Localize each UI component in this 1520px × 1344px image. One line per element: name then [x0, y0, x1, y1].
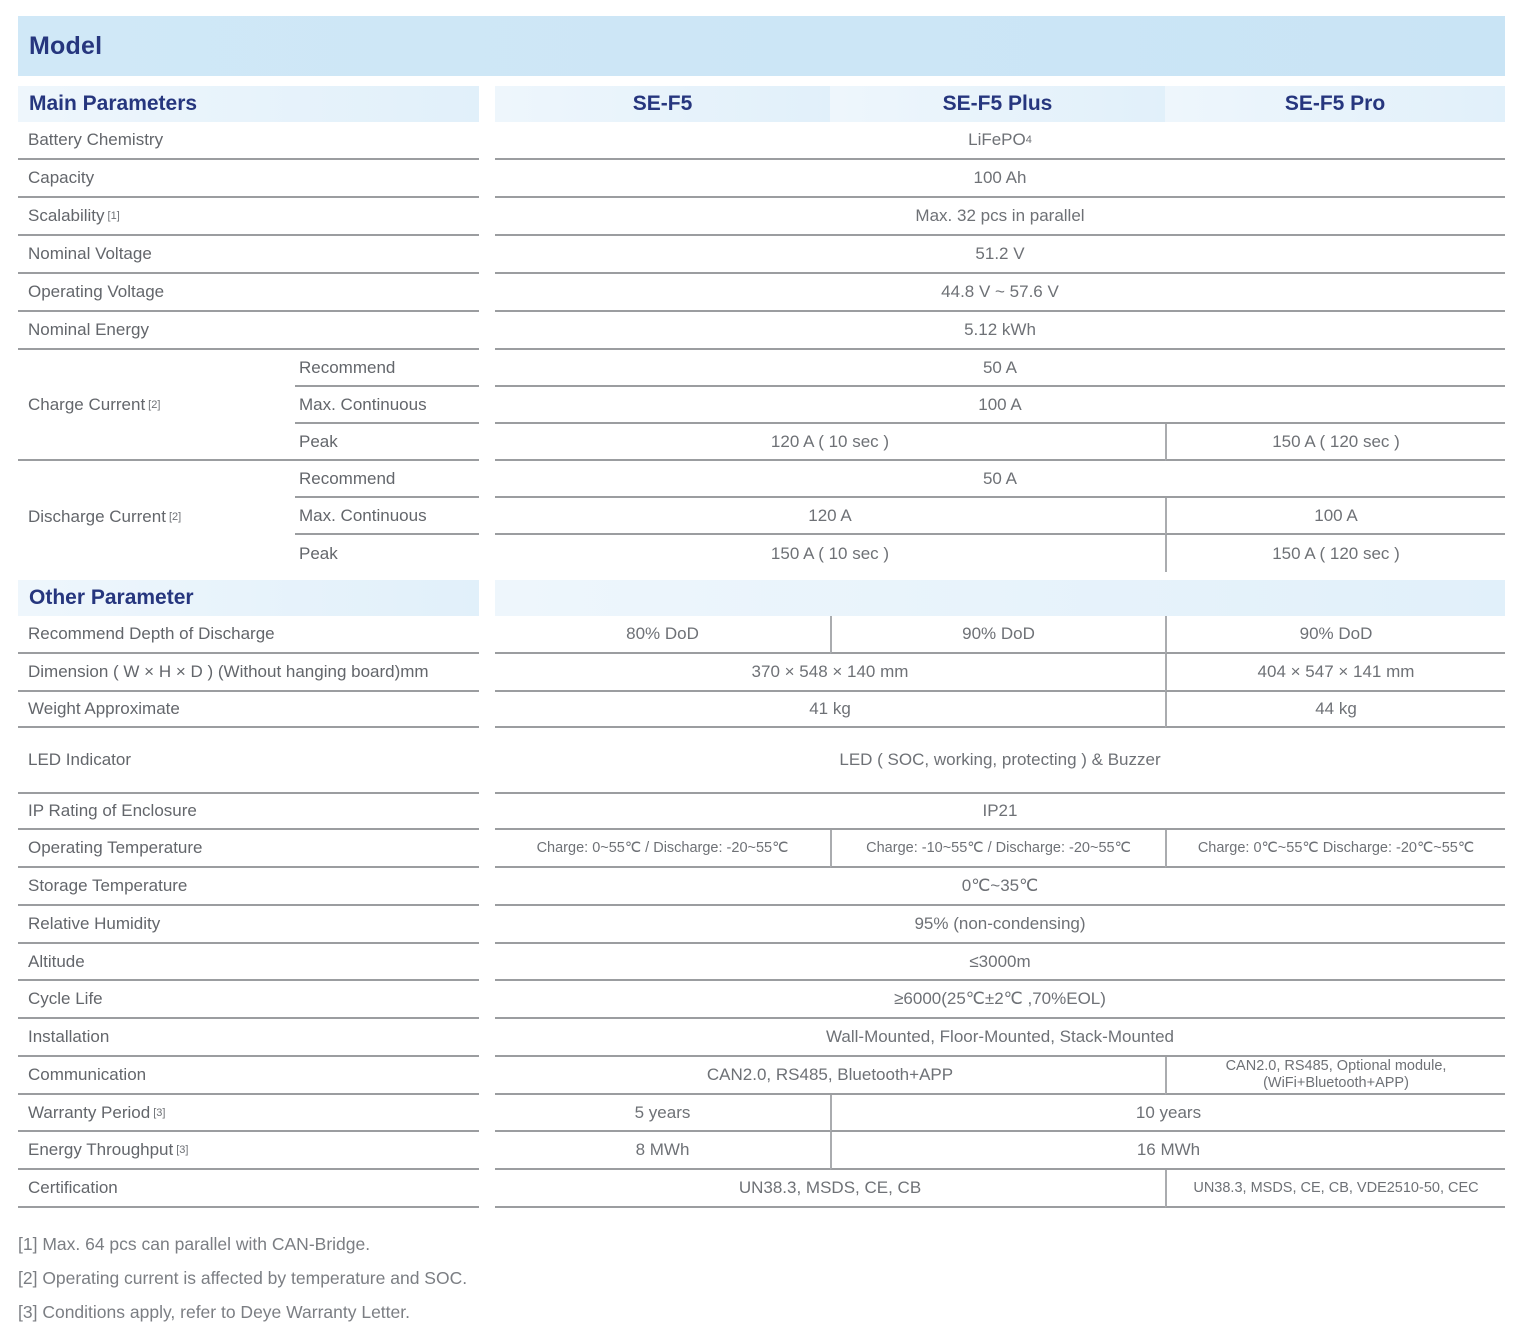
sub-label-discharge-peak: Peak [299, 543, 338, 563]
value-weight-pro: 44 kg [1165, 692, 1505, 728]
row-label-dimension: Dimension ( W × H × D ) (Without hanging… [18, 654, 479, 692]
value-nominal-energy: 5.12 kWh [495, 312, 1505, 350]
footnote-ref-2b: [2] [168, 510, 182, 523]
communication-pro-line1: CAN2.0, RS485, Optional module, [1225, 1058, 1447, 1075]
column-header-se-f5: SE-F5 [495, 86, 830, 122]
footnote-ref-2: [2] [148, 398, 161, 411]
value-altitude: ≤3000m [495, 944, 1505, 981]
row-label-operating-temperature: Operating Temperature [18, 830, 479, 868]
value-communication-pro: CAN2.0, RS485, Optional module, (WiFi+Bl… [1165, 1057, 1505, 1095]
row-label-led-indicator: LED Indicator [18, 728, 479, 794]
value-led-indicator: LED ( SOC, working, protecting ) & Buzze… [495, 728, 1505, 794]
row-label-operating-voltage: Operating Voltage [18, 274, 479, 312]
value-ip-rating: IP21 [495, 794, 1505, 830]
row-label-nominal-energy: Nominal Energy [18, 312, 479, 350]
discharge-current-label-text: Discharge Current [28, 506, 166, 526]
value-weight-f5-plus: 41 kg [495, 692, 1165, 728]
value-warranty-f5: 5 years [495, 1095, 830, 1132]
model-section-band: Model [18, 16, 1505, 76]
row-label-installation: Installation [18, 1019, 479, 1057]
sub-label-discharge-max-continuous: Max. Continuous [295, 498, 479, 535]
chemistry-text: LiFePO [968, 130, 1026, 150]
row-label-certification: Certification [18, 1170, 479, 1208]
value-dod-pro: 90% DoD [1165, 616, 1505, 654]
value-relative-humidity: 95% (non-condensing) [495, 906, 1505, 944]
value-certification-f5-plus: UN38.3, MSDS, CE, CB [495, 1170, 1165, 1208]
footnote-3: [3] Conditions apply, refer to Deye Warr… [18, 1302, 410, 1322]
value-charge-recommend: 50 A [495, 350, 1505, 387]
row-label-cycle-life: Cycle Life [18, 981, 479, 1019]
value-installation: Wall-Mounted, Floor-Mounted, Stack-Mount… [495, 1019, 1505, 1057]
value-warranty-plus-pro: 10 years [830, 1095, 1505, 1132]
footnote-ref-3: [3] [153, 1106, 166, 1119]
row-label-dod: Recommend Depth of Discharge [18, 616, 479, 654]
row-label-discharge-current: Discharge Current [2] [18, 461, 295, 572]
sub-label-charge-recommend: Recommend [295, 350, 479, 387]
value-discharge-peak-f5-plus: 150 A ( 10 sec ) [770, 543, 890, 563]
value-dod-f5: 80% DoD [495, 616, 830, 654]
value-nominal-voltage: 51.2 V [495, 236, 1505, 274]
value-battery-chemistry: LiFePO 4 [495, 122, 1505, 160]
value-operating-temperature-pro: Charge: 0℃~55℃ Discharge: -20℃~55℃ [1165, 830, 1505, 868]
row-label-scalability: Scalability [1] [18, 198, 479, 236]
row-label-communication: Communication [18, 1057, 479, 1095]
row-label-altitude: Altitude [18, 944, 479, 981]
value-capacity: 100 Ah [495, 160, 1505, 198]
footnotes: [1] Max. 64 pcs can parallel with CAN-Br… [18, 1234, 1520, 1323]
value-storage-temperature: 0℃~35℃ [495, 868, 1505, 906]
row-label-energy-throughput: Energy Throughput [3] [18, 1132, 479, 1170]
model-section-title: Model [29, 31, 103, 60]
sub-label-charge-peak: Peak [295, 424, 479, 461]
footnote-1: [1] Max. 64 pcs can parallel with CAN-Br… [18, 1234, 371, 1254]
footnote-ref-3b: [3] [176, 1144, 189, 1156]
scalability-label-text: Scalability [28, 206, 105, 225]
value-discharge-max-continuous-pro: 100 A [1165, 498, 1505, 535]
value-communication-f5-plus: CAN2.0, RS485, Bluetooth+APP [495, 1057, 1165, 1095]
row-label-battery-chemistry: Battery Chemistry [18, 122, 479, 160]
sub-label-discharge-recommend: Recommend [295, 461, 479, 498]
column-header-se-f5-plus: SE-F5 Plus [830, 86, 1165, 122]
other-parameter-header: Other Parameter [18, 580, 479, 616]
value-dod-plus: 90% DoD [830, 616, 1165, 654]
value-cycle-life: ≥6000(25℃±2℃ ,70%EOL) [495, 981, 1505, 1019]
row-label-weight: Weight Approximate [18, 692, 479, 728]
value-operating-temperature-plus: Charge: -10~55℃ / Discharge: -20~55℃ [830, 830, 1165, 868]
value-dimension-pro: 404 × 547 × 141 mm [1165, 654, 1505, 692]
value-discharge-recommend: 50 A [495, 461, 1505, 498]
row-label-nominal-voltage: Nominal Voltage [18, 236, 479, 274]
row-label-ip-rating: IP Rating of Enclosure [18, 794, 479, 830]
value-energy-throughput-plus-pro: 16 MWh [830, 1132, 1505, 1170]
footnote-2: [2] Operating current is affected by tem… [18, 1268, 468, 1288]
charge-current-label-text: Charge Current [28, 394, 146, 414]
chemistry-subscript: 4 [1025, 133, 1032, 146]
column-header-se-f5-pro: SE-F5 Pro [1165, 86, 1505, 122]
value-energy-throughput-f5: 8 MWh [495, 1132, 830, 1170]
row-label-storage-temperature: Storage Temperature [18, 868, 479, 906]
main-parameters-header: Main Parameters [18, 86, 479, 122]
value-operating-temperature-f5: Charge: 0~55℃ / Discharge: -20~55℃ [495, 830, 830, 868]
spec-table: Main Parameters SE-F5 SE-F5 Plus SE-F5 P… [18, 86, 1505, 1208]
warranty-label-text: Warranty Period [28, 1102, 151, 1122]
energy-throughput-label-text: Energy Throughput [28, 1140, 174, 1159]
value-charge-peak-f5-plus: 120 A ( 10 sec ) [495, 424, 1165, 461]
value-discharge-peak-pro: 150 A ( 120 sec ) [1165, 535, 1505, 572]
value-charge-peak-pro: 150 A ( 120 sec ) [1165, 424, 1505, 461]
row-label-charge-current: Charge Current [2] [18, 350, 295, 461]
row-label-capacity: Capacity [18, 160, 479, 198]
value-operating-voltage: 44.8 V ~ 57.6 V [495, 274, 1505, 312]
other-parameter-header-band-right [495, 580, 1505, 616]
communication-pro-line2: (WiFi+Bluetooth+APP) [1263, 1075, 1409, 1091]
value-scalability: Max. 32 pcs in parallel [495, 198, 1505, 236]
value-charge-max-continuous: 100 A [495, 387, 1505, 424]
value-certification-pro: UN38.3, MSDS, CE, CB, VDE2510-50, CEC [1165, 1170, 1505, 1208]
row-label-relative-humidity: Relative Humidity [18, 906, 479, 944]
row-label-warranty: Warranty Period [3] [18, 1095, 479, 1132]
value-discharge-max-continuous-f5-plus: 120 A [495, 498, 1165, 535]
sub-label-charge-max-continuous: Max. Continuous [295, 387, 479, 424]
value-dimension-f5-plus: 370 × 548 × 140 mm [495, 654, 1165, 692]
footnote-ref-1: [1] [107, 210, 120, 222]
